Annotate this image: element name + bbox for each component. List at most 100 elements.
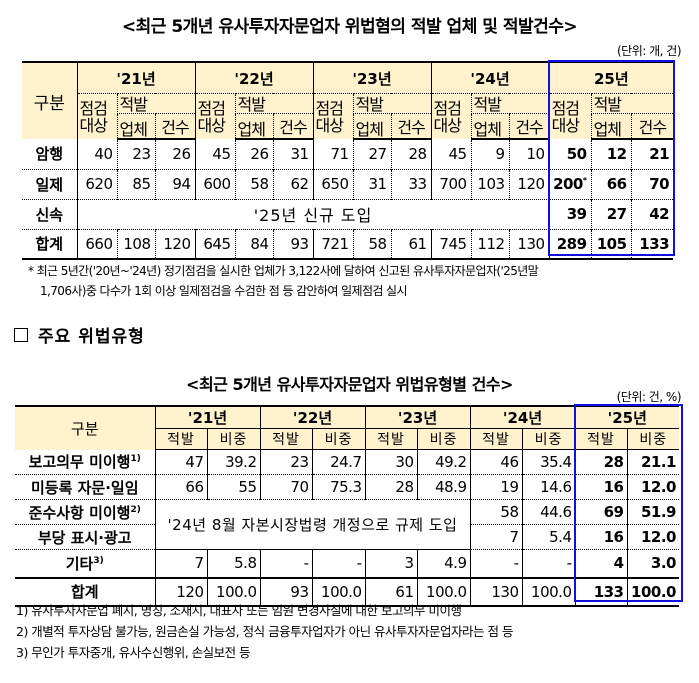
table-row: 미등록 자문·일임 66 55 70 75.3 28 48.9 19 14.6 … bbox=[15, 474, 679, 500]
cell: 100.0 bbox=[311, 576, 365, 606]
year-2025-highlight bbox=[574, 404, 683, 602]
header-count: 건수 bbox=[630, 113, 674, 140]
row-label: 미등록 자문·일임 bbox=[15, 474, 155, 500]
header-year-25: 25년 bbox=[548, 62, 674, 94]
cell: 55 bbox=[206, 474, 260, 500]
cell: 70 bbox=[259, 474, 312, 500]
merged-note: '25년 신규 도입 bbox=[76, 198, 550, 229]
cell: 44.6 bbox=[521, 499, 575, 525]
table-row: 부당 표시·광고 7 5.4 16 12.0 bbox=[15, 524, 679, 550]
table1-title: <최근 5개년 유사투자자문업자 위법혐의 적발 업체 및 적발건수> bbox=[121, 17, 578, 37]
cell: 16 bbox=[574, 524, 627, 550]
header-year-22: '22년 bbox=[194, 62, 314, 94]
cell: 84 bbox=[234, 228, 274, 259]
year-2025-highlight bbox=[548, 60, 675, 256]
cell: 24.7 bbox=[311, 449, 365, 475]
row-label: 보고의무 미이행1) bbox=[28, 453, 141, 472]
cell: 58 bbox=[469, 499, 522, 525]
cell: 71 bbox=[312, 139, 354, 169]
header-year-23: '23년 bbox=[312, 62, 432, 94]
cell: 94 bbox=[154, 168, 196, 199]
cell: 12 bbox=[590, 139, 632, 169]
header-year-21: '21년 bbox=[76, 62, 196, 94]
cell: 100.0 bbox=[416, 576, 470, 606]
cell: 650 bbox=[312, 168, 354, 199]
table-row: 신속 '25년 신규 도입 39 27 42 bbox=[22, 198, 674, 229]
cell: 48.9 bbox=[416, 474, 470, 500]
header-count: 건수 bbox=[272, 113, 314, 140]
cell: 7 bbox=[154, 549, 207, 578]
cell: 12.0 bbox=[626, 524, 679, 550]
table2-footnotes: 1) 유사투자자문업 폐지, 명칭, 소재지, 대표자 또는 임원 변경사실에 … bbox=[16, 600, 696, 663]
cell: 42 bbox=[630, 198, 674, 229]
header-inspect-target: 점검 대상 bbox=[76, 93, 117, 139]
cell: 35.4 bbox=[521, 449, 575, 475]
row-label: 암행 bbox=[35, 145, 64, 164]
cell: 23 bbox=[116, 139, 155, 169]
checkbox-square-icon bbox=[14, 328, 28, 342]
cell: 660 bbox=[76, 228, 117, 259]
cell: 700 bbox=[430, 168, 472, 199]
cell: - bbox=[259, 549, 312, 578]
cell: 4 bbox=[574, 549, 627, 578]
cell: 58 bbox=[234, 168, 274, 199]
header-firm: 업체 bbox=[116, 113, 155, 140]
table-row: 기타3) 7 5.8 - - 3 4.9 - - 4 3.0 bbox=[15, 549, 679, 578]
cell: 3 bbox=[364, 549, 417, 578]
cell: 50 bbox=[548, 139, 592, 169]
cell: 100.0 bbox=[521, 576, 575, 606]
footnote-3: 3) 무인가 투자중개, 유사수신행위, 손실보전 등 bbox=[16, 645, 251, 660]
header-detect: 적발 bbox=[574, 428, 627, 450]
table-row: 준수사항 미이행2) '24년 8월 자본시장법령 개정으로 규제 도입 58 … bbox=[15, 499, 679, 550]
header-inspect-target: 점검 대상 bbox=[548, 93, 592, 139]
header-year-22: '22년 bbox=[259, 406, 365, 429]
cell: 12.0 bbox=[626, 474, 679, 500]
cell: 28 bbox=[574, 449, 627, 475]
cell: 45 bbox=[430, 139, 472, 169]
header-share: 비중 bbox=[626, 428, 679, 450]
header-inspect-target: 점검 대상 bbox=[312, 93, 354, 139]
cell: 70 bbox=[630, 168, 674, 199]
header-firm: 업체 bbox=[590, 113, 632, 140]
cell: 31 bbox=[352, 168, 392, 199]
violation-types-table: 구분 '21년 '22년 '23년 '24년 '25년 적발 비중 적발 비중 … bbox=[15, 405, 679, 607]
cell: 4.9 bbox=[416, 549, 470, 578]
cell: 85 bbox=[116, 168, 155, 199]
row-label: 준수사항 미이행2) bbox=[15, 499, 155, 525]
header-detect: 적발 bbox=[590, 93, 674, 114]
cell: 69 bbox=[574, 499, 627, 525]
section-heading-text: 주요 위법유형 bbox=[38, 327, 145, 347]
cell: 9 bbox=[470, 139, 510, 169]
cell: 100.0 bbox=[206, 576, 260, 606]
header-year-25: '25년 bbox=[574, 406, 679, 429]
cell: 27 bbox=[352, 139, 392, 169]
header-firm: 업체 bbox=[470, 113, 510, 140]
cell: 3.0 bbox=[626, 549, 679, 578]
header-count: 건수 bbox=[154, 113, 196, 140]
header-category: 구분 bbox=[33, 93, 65, 114]
cell: 58 bbox=[352, 228, 392, 259]
header-detect: 적발 bbox=[352, 93, 432, 114]
cell: 49.2 bbox=[416, 449, 470, 475]
cell: 745 bbox=[430, 228, 472, 259]
cell: 93 bbox=[272, 228, 314, 259]
header-year-24: '24년 bbox=[430, 62, 550, 94]
violation-firms-table: 구분 '21년 '22년 '23년 '24년 25년 점검 대상 적발 점검 대상 … bbox=[22, 61, 674, 260]
row-label: 합계 bbox=[15, 576, 155, 606]
table-row: 일제 620 85 94 600 58 62 650 31 33 700 103… bbox=[22, 168, 674, 199]
cell: 75.3 bbox=[311, 474, 365, 500]
cell: 33 bbox=[390, 168, 432, 199]
cell: 46 bbox=[469, 449, 522, 475]
merged-note: '24년 8월 자본시장법령 개정으로 규제 도입 bbox=[154, 499, 470, 550]
cell: - bbox=[311, 549, 365, 578]
cell: 66 bbox=[590, 168, 632, 199]
row-label: 신속 bbox=[22, 198, 77, 229]
header-share: 비중 bbox=[521, 428, 575, 450]
cell: 120 bbox=[154, 576, 207, 606]
cell: 620 bbox=[76, 168, 117, 199]
cell: 108 bbox=[116, 228, 155, 259]
cell: 120 bbox=[154, 228, 196, 259]
row-label: 합계 bbox=[22, 228, 77, 259]
cell: 40 bbox=[76, 139, 117, 169]
cell: 28 bbox=[364, 474, 417, 500]
